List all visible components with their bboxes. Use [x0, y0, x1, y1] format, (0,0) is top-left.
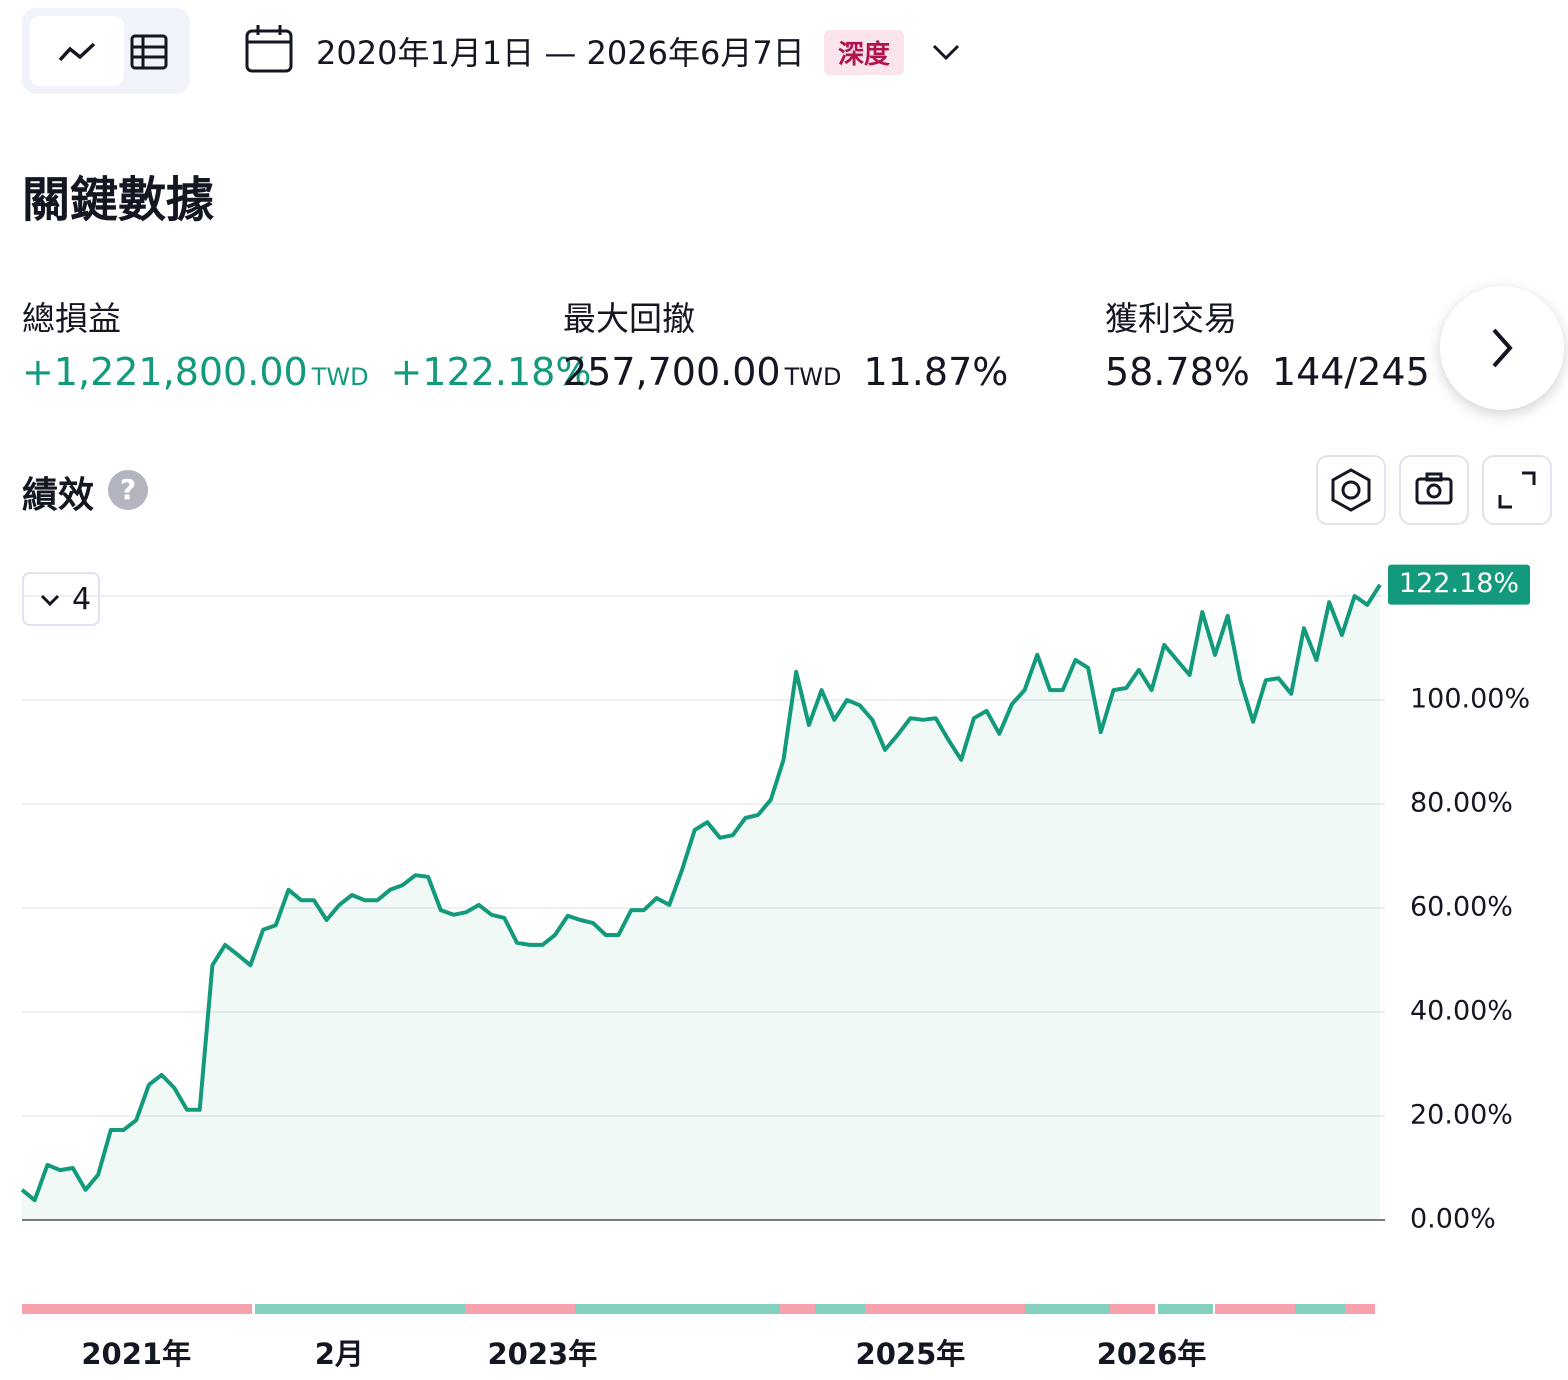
- y-tick-label: 80.00%: [1410, 788, 1513, 819]
- count: 144/245: [1271, 350, 1430, 394]
- x-tick-label: 2025年: [856, 1337, 966, 1371]
- metric-value: +1,221,800.00 TWD +122.18%: [22, 350, 591, 394]
- x-tick-label: 2月: [315, 1337, 364, 1371]
- metric-label: 獲利交易: [1105, 299, 1237, 338]
- percent: 11.87%: [863, 350, 1009, 394]
- date-range[interactable]: 2020年1月1日 — 2026年6月7日: [316, 28, 805, 74]
- value: 257,700.00: [563, 350, 781, 394]
- x-tick-label: 2021年: [81, 1337, 191, 1371]
- value: +1,221,800.00: [22, 350, 308, 394]
- help-icon[interactable]: ?: [108, 470, 148, 510]
- area-fill: [22, 584, 1380, 1220]
- fullscreen-button[interactable]: [1482, 455, 1552, 525]
- x-tick-label: 2023年: [487, 1337, 597, 1371]
- icon: [1415, 472, 1453, 505]
- icon: [1331, 468, 1371, 512]
- metric-label: 總損益: [22, 299, 121, 338]
- date-end: 2026年6月7日: [586, 34, 805, 72]
- percent: 58.78%: [1105, 350, 1250, 394]
- date-dropdown[interactable]: [930, 36, 962, 68]
- metric-value: 257,700.00 TWD 11.87%: [563, 350, 1008, 394]
- chevron: [1492, 328, 1513, 368]
- performance-title: 績效: [22, 475, 95, 516]
- section-title: 關鍵數據: [22, 172, 215, 228]
- chart-view-button[interactable]: [30, 16, 124, 86]
- current-value-badge: [1388, 564, 1530, 605]
- percent: +122.18%: [390, 350, 592, 394]
- y-tick-label: 0.00%: [1410, 1204, 1496, 1235]
- view-toggle: [22, 8, 190, 94]
- line-icon: [58, 42, 96, 62]
- badge: 深度: [824, 30, 905, 75]
- unit: TWD: [311, 363, 369, 391]
- dropdown-value: 4: [72, 582, 92, 617]
- calendar-icon[interactable]: [244, 24, 294, 74]
- series-dropdown[interactable]: 4: [22, 572, 100, 626]
- settings-button[interactable]: [1316, 455, 1386, 525]
- metric-value: 58.78% 144/245: [1105, 350, 1430, 394]
- y-tick-label: 40.00%: [1410, 996, 1513, 1027]
- table-view-button[interactable]: [128, 30, 172, 74]
- next-button[interactable]: [1440, 286, 1564, 410]
- current-value-label: 122.18%: [1399, 568, 1519, 599]
- unit: TWD: [784, 363, 842, 391]
- equity-line: [20, 583, 1382, 1203]
- icon: [1498, 471, 1536, 509]
- trade-strip: [22, 1304, 1375, 1314]
- metric-label: 最大回撤: [563, 299, 695, 338]
- y-tick-label: 20.00%: [1410, 1100, 1513, 1131]
- chevron: [40, 594, 60, 607]
- performance-chart: 0.00%20.00%40.00%60.00%80.00%100.00%120.…: [20, 564, 1530, 1371]
- snapshot-button[interactable]: [1399, 455, 1469, 525]
- date-start: 2020年1月1日: [316, 34, 535, 72]
- date-separator: —: [544, 34, 577, 72]
- x-tick-label: 2026年: [1097, 1337, 1207, 1371]
- y-tick-label: 60.00%: [1410, 892, 1513, 923]
- y-tick-label: 100.00%: [1410, 684, 1530, 715]
